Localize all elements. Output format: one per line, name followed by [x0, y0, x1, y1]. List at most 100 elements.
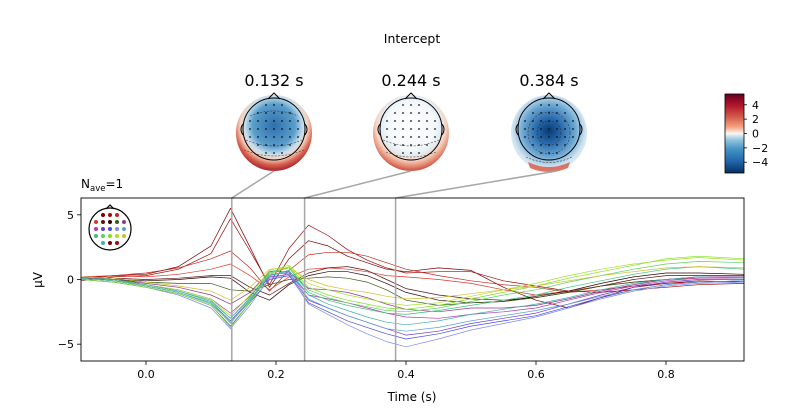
sensor-dot — [297, 128, 299, 130]
sensor-dot — [257, 128, 259, 130]
sensor-dot — [265, 120, 267, 122]
sensor-dot — [281, 136, 283, 138]
colorbar-gradient — [724, 93, 745, 174]
x-tick-label-2: 0.2 — [267, 368, 285, 381]
sensor-dot — [540, 120, 542, 122]
sensor-dot — [265, 112, 267, 114]
sensor-dot — [418, 112, 420, 114]
sensor-dot — [426, 128, 428, 130]
sensor-dot — [281, 112, 283, 114]
channel-trace-8 — [81, 271, 744, 313]
sensor-dot — [540, 128, 542, 130]
sensor-dot — [273, 112, 275, 114]
connector-line-3 — [395, 170, 558, 199]
sensor-dot — [532, 112, 534, 114]
sensor-dot — [418, 128, 420, 130]
sensor-dot — [273, 104, 275, 106]
sensor-inset-dot — [101, 234, 105, 238]
sensor-dot — [564, 120, 566, 122]
sensor-dot — [402, 144, 404, 146]
topomap-3-sensors — [524, 104, 574, 154]
figure-title: Intercept — [384, 31, 441, 46]
colorbar-tick-label-2: 2 — [752, 113, 759, 126]
sensor-dot — [548, 120, 550, 122]
sensor-dot — [434, 136, 436, 138]
sensor-dot — [257, 120, 259, 122]
channel-trace-14 — [81, 266, 744, 319]
sensor-dot — [394, 120, 396, 122]
sensor-dot — [548, 112, 550, 114]
sensor-dot — [418, 144, 420, 146]
butterfly-plot: 0.0 0.2 0.4 0.6 0.8 5 0 −5 Time (s) µV — [31, 197, 745, 404]
sensor-dot — [402, 120, 404, 122]
sensor-inset-dot — [115, 241, 119, 245]
sensor-dot — [402, 104, 404, 106]
y-tick-label-3: −5 — [58, 338, 74, 351]
sensor-dot — [289, 136, 291, 138]
sensor-dot — [410, 120, 412, 122]
connector-line-1 — [231, 170, 275, 199]
sensor-layout-inset — [88, 204, 132, 251]
sensor-dot — [532, 144, 534, 146]
sensor-dot — [548, 144, 550, 146]
sensor-dot — [426, 120, 428, 122]
sensor-dot — [556, 152, 558, 154]
sensor-inset-dot — [101, 241, 105, 245]
sensor-dot — [540, 104, 542, 106]
colorbar-ticks: 42 0−2−4 — [744, 99, 768, 169]
sensor-dot — [426, 144, 428, 146]
channel-trace-7 — [81, 276, 744, 306]
sensor-inset-dot — [108, 241, 112, 245]
sensor-dot — [265, 152, 267, 154]
y-axis-label: µV — [31, 271, 45, 288]
sensor-dot — [289, 144, 291, 146]
sensor-inset-dot — [108, 227, 112, 231]
sensor-dot — [273, 152, 275, 154]
sensor-inset-dot — [101, 220, 105, 224]
sensor-inset-dot — [115, 220, 119, 224]
sensor-dot — [548, 152, 550, 154]
sensor-dot — [273, 136, 275, 138]
sensor-dot — [281, 104, 283, 106]
y-tick-label-1: 5 — [67, 209, 74, 222]
sensor-dot — [265, 136, 267, 138]
sensor-dot — [564, 144, 566, 146]
x-tick-label-3: 0.4 — [397, 368, 415, 381]
channel-trace-19 — [81, 270, 744, 326]
sensor-dot — [410, 112, 412, 114]
sensor-dot — [410, 104, 412, 106]
sensor-dot — [249, 136, 251, 138]
sensor-dot — [572, 136, 574, 138]
sensor-dot — [265, 128, 267, 130]
sensor-dot — [548, 104, 550, 106]
channel-traces — [81, 207, 744, 348]
sensor-dot — [556, 128, 558, 130]
sensor-inset-dots — [94, 213, 126, 245]
sensor-dot — [418, 120, 420, 122]
channel-trace-13 — [81, 271, 744, 332]
sensor-inset-dot — [101, 227, 105, 231]
sensor-dot — [257, 112, 259, 114]
sensor-dot — [281, 120, 283, 122]
sensor-dot — [402, 128, 404, 130]
sensor-dot — [410, 128, 412, 130]
sensor-inset-dot — [122, 227, 126, 231]
sensor-dot — [556, 136, 558, 138]
sensor-dot — [386, 128, 388, 130]
sensor-inset-dot — [108, 213, 112, 217]
sensor-dot — [572, 128, 574, 130]
sensor-dot — [556, 144, 558, 146]
topomap-3-occipital-positive — [528, 162, 570, 172]
sensor-inset-dot — [115, 234, 119, 238]
sensor-dot — [297, 120, 299, 122]
y-tick-label-2: 0 — [67, 274, 74, 287]
sensor-inset-dot — [94, 220, 98, 224]
topomap-2-sensors — [386, 104, 436, 154]
topomap-time-label-2: 0.244 s — [381, 71, 440, 90]
channel-trace-16 — [81, 255, 744, 328]
sensor-dot — [426, 112, 428, 114]
topomap-1 — [236, 92, 312, 171]
nave-label: Nave=1 — [81, 177, 123, 194]
sensor-dot — [281, 152, 283, 154]
sensor-dot — [289, 120, 291, 122]
